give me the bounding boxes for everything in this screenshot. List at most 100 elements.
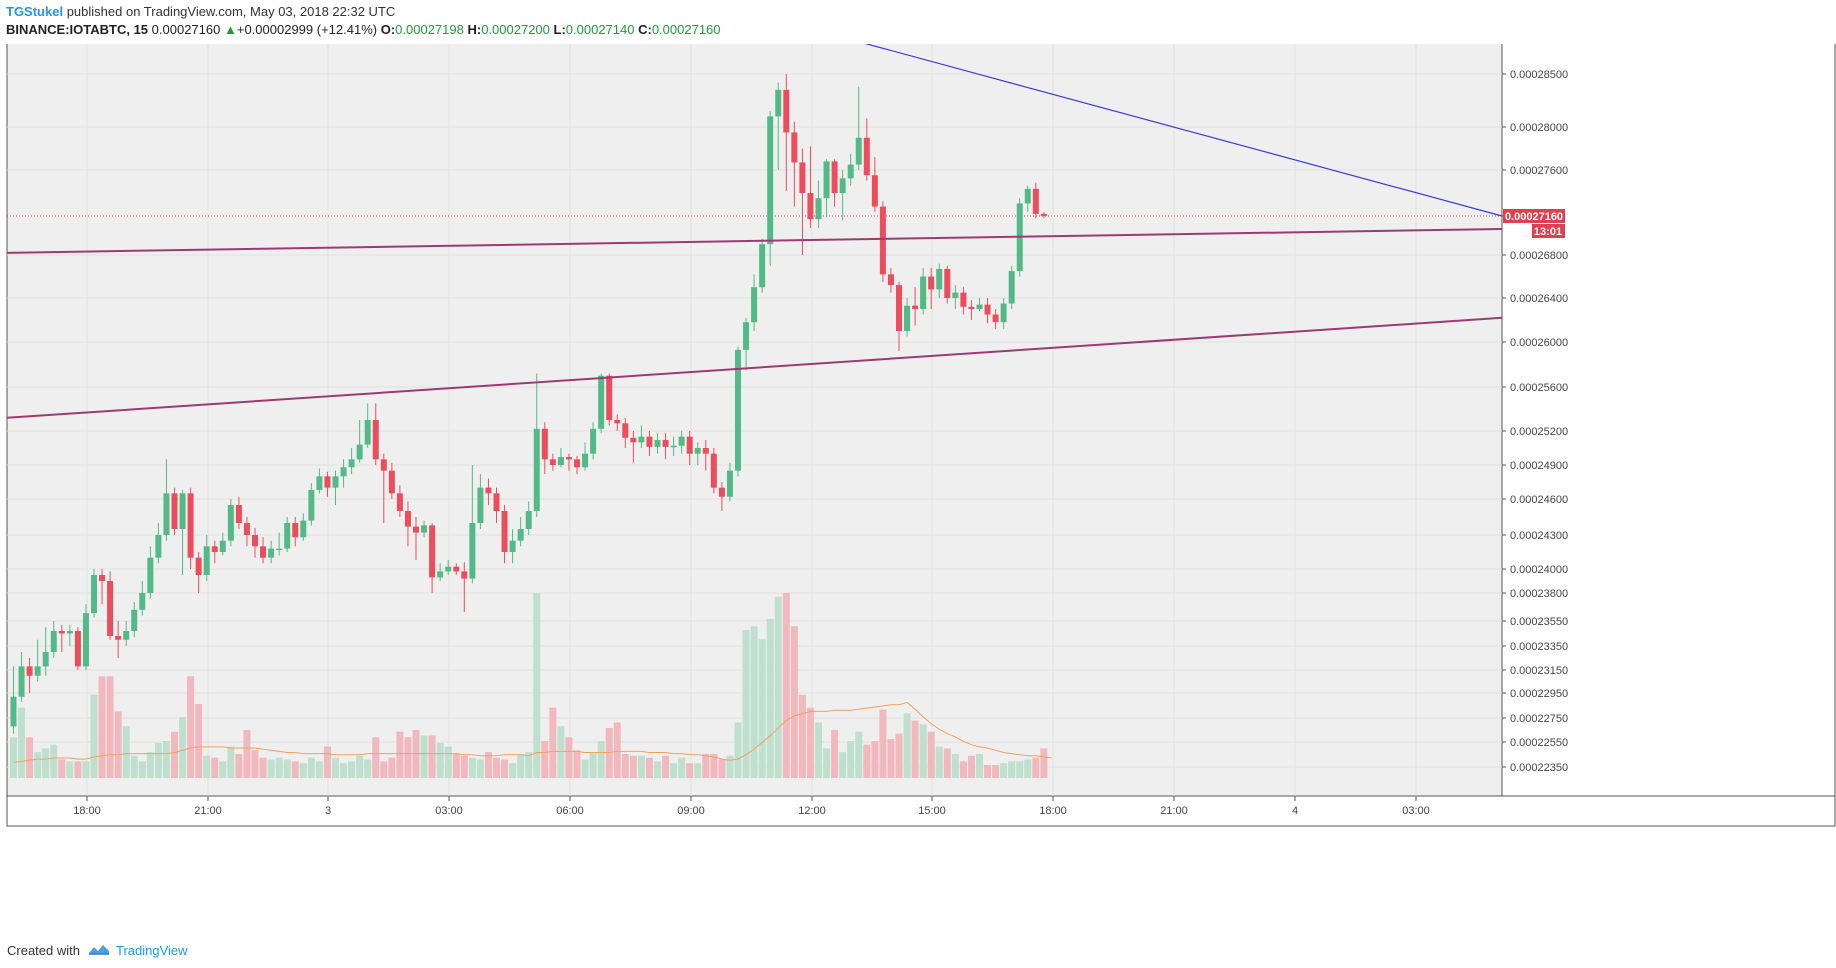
candle-body — [751, 287, 758, 323]
candle-body — [396, 493, 403, 511]
volume-bar — [34, 752, 42, 778]
volume-bar — [243, 729, 251, 778]
volume-bar — [50, 744, 58, 778]
volume-bar — [138, 761, 146, 778]
candle-body — [606, 375, 613, 420]
volume-bar — [541, 741, 549, 778]
x-tick-label: 4 — [1292, 805, 1298, 817]
volume-bar — [645, 757, 653, 778]
y-tick-label: 0.00026800 — [1510, 250, 1568, 262]
volume-bar — [171, 731, 178, 778]
volume-bar — [98, 676, 106, 778]
volume-bar — [227, 746, 235, 778]
candle-body — [735, 349, 741, 471]
x-tick-label: 21:00 — [1160, 805, 1188, 817]
volume-bar — [114, 711, 122, 778]
up-arrow-icon: ▲ — [223, 22, 237, 37]
volume-bar — [420, 735, 428, 778]
candle-body — [308, 489, 315, 521]
volume-bar — [162, 741, 170, 778]
volume-bar — [179, 716, 187, 778]
x-tick-label: 03:00 — [1402, 805, 1430, 817]
volume-bar — [734, 722, 742, 778]
volume-bar — [509, 763, 517, 778]
y-tick-label: 0.00022550 — [1510, 737, 1568, 749]
low-label: L: — [553, 22, 566, 37]
volume-bar — [694, 763, 702, 778]
price-axis-panel — [1501, 37, 1836, 797]
volume-bar — [146, 752, 154, 778]
volume-bar — [122, 726, 130, 778]
candle-body — [340, 467, 347, 477]
volume-bar — [1000, 763, 1008, 778]
volume-bar — [742, 630, 750, 778]
candle-body — [863, 137, 870, 176]
volume-bar — [130, 755, 138, 778]
candle-body — [18, 666, 25, 697]
countdown-tag — [1532, 224, 1565, 238]
tradingview-link[interactable]: TradingView — [116, 943, 188, 958]
volume-bar — [10, 737, 17, 778]
volume-bar — [18, 707, 26, 778]
volume-bar — [976, 753, 983, 778]
candle-body — [107, 581, 114, 636]
candle-body — [960, 292, 967, 307]
candle-body — [139, 593, 146, 610]
candle-body — [227, 505, 234, 541]
volume-bar — [1024, 759, 1032, 778]
price-change: +0.00002999 (+12.41%) — [236, 22, 378, 37]
candle-body — [783, 89, 790, 133]
candle-body — [815, 198, 822, 220]
candle-body — [34, 666, 41, 676]
candle-body — [348, 459, 355, 468]
x-tick-label: 18:00 — [73, 805, 101, 817]
x-tick-label: 21:00 — [194, 805, 222, 817]
candle-body — [453, 566, 460, 572]
volume-bar — [203, 755, 211, 778]
volume-bar — [493, 757, 500, 778]
candle-body — [904, 305, 911, 331]
candle-body — [638, 436, 645, 443]
candle-body — [992, 314, 999, 323]
candle-body — [614, 420, 621, 424]
y-tick-label: 0.00025200 — [1510, 426, 1568, 438]
candle-body — [1032, 188, 1039, 214]
candle-body — [952, 292, 959, 298]
volume-bar — [267, 759, 275, 778]
volume-bar — [774, 596, 782, 778]
candle-body — [582, 453, 589, 468]
y-tick-label: 0.00025600 — [1510, 382, 1568, 394]
volume-bar — [444, 746, 452, 778]
candle-body — [847, 164, 854, 179]
upper-channel-trendline — [6, 228, 1503, 254]
volume-bar — [670, 763, 678, 778]
candle-body — [871, 175, 878, 207]
candle-body — [549, 459, 556, 465]
tradingview-logo-icon[interactable] — [88, 942, 110, 958]
candle-body — [493, 493, 500, 511]
candle-body — [10, 696, 17, 727]
symbol-legend: BINANCE:IOTABTC, 15 0.00027160 ▲+0.00002… — [6, 22, 721, 37]
volume-bar — [291, 761, 299, 778]
candle-body — [260, 546, 267, 558]
candle-body — [976, 304, 983, 309]
author-name[interactable]: TGStukel — [6, 4, 64, 19]
candle-body — [485, 487, 492, 494]
volume-bar — [967, 755, 975, 778]
last-price-tag — [1503, 209, 1565, 223]
candle-body — [726, 470, 733, 497]
volume-bar — [839, 752, 847, 778]
y-tick-label: 0.00022350 — [1510, 762, 1568, 774]
y-tick-label: 0.00022750 — [1510, 713, 1568, 725]
candle-body — [219, 540, 226, 552]
y-tick-label: 0.00023350 — [1510, 641, 1568, 653]
candle-body — [1040, 213, 1047, 216]
open-label: O: — [380, 22, 396, 37]
volume-bar — [332, 757, 339, 778]
candle-body — [743, 322, 750, 350]
publish-info: TGStukel published on TradingView.com, M… — [6, 4, 395, 19]
volume-bar — [501, 759, 509, 778]
candle-body — [710, 453, 717, 488]
candle-body — [968, 306, 975, 309]
